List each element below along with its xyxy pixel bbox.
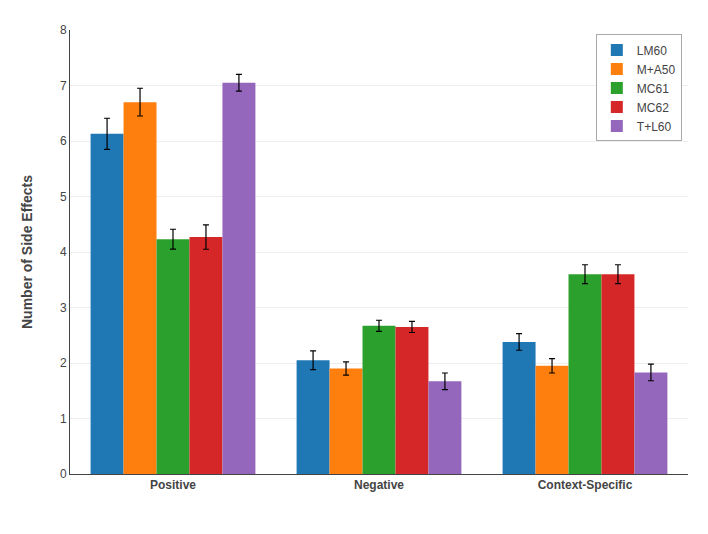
svg-text:MC61: MC61: [637, 82, 669, 96]
svg-text:1: 1: [60, 412, 67, 426]
svg-text:Context-Specific: Context-Specific: [538, 478, 633, 492]
svg-text:7: 7: [60, 79, 67, 93]
svg-text:Negative: Negative: [354, 478, 404, 492]
svg-text:MC62: MC62: [637, 101, 669, 115]
svg-text:6: 6: [60, 134, 67, 148]
svg-text:T+L60: T+L60: [637, 120, 672, 134]
svg-text:3: 3: [60, 301, 67, 315]
svg-text:LM60: LM60: [637, 44, 667, 58]
svg-text:4: 4: [60, 245, 67, 259]
svg-text:Number of Side Effects: Number of Side Effects: [19, 175, 35, 329]
svg-text:5: 5: [60, 190, 67, 204]
svg-text:M+A50: M+A50: [637, 63, 676, 77]
svg-text:0: 0: [60, 467, 67, 481]
svg-text:8: 8: [60, 23, 67, 37]
svg-text:Positive: Positive: [150, 478, 196, 492]
svg-text:2: 2: [60, 356, 67, 370]
